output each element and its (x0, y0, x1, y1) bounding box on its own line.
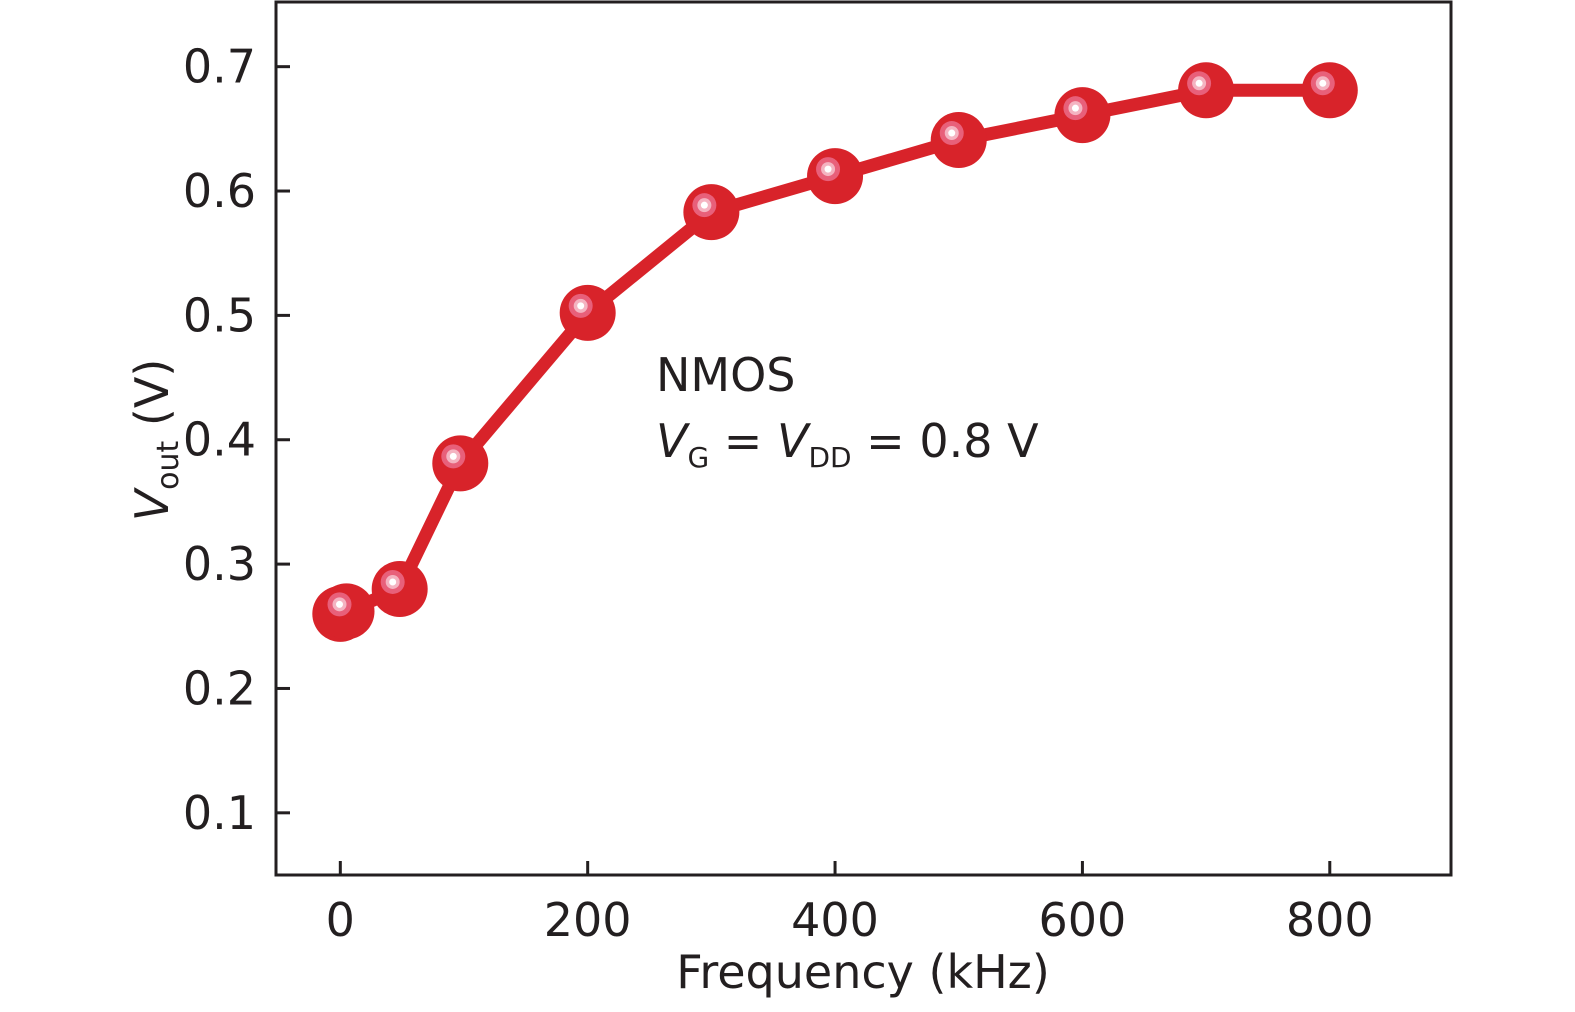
marker-highlight (1319, 79, 1327, 87)
x-tick-label: 400 (791, 893, 879, 947)
marker-highlight (700, 201, 708, 209)
data-point (930, 112, 987, 169)
data-point (807, 148, 864, 205)
y-tick-label: 0.3 (183, 537, 256, 591)
annotation-device: NMOS (656, 348, 796, 402)
data-series (312, 62, 1358, 642)
x-tick-label: 0 (326, 893, 355, 947)
y-axis-label: Vout (V) (125, 359, 186, 522)
y-tick-label: 0.2 (183, 661, 256, 715)
y-tick-label: 0.4 (183, 413, 256, 467)
marker-highlight (577, 302, 585, 310)
y-tick-label: 0.1 (183, 786, 256, 840)
marker-highlight (1071, 104, 1079, 112)
x-tick-label: 600 (1039, 893, 1127, 947)
data-point (683, 184, 740, 241)
x-tick-label: 800 (1286, 893, 1374, 947)
x-axis-label: Frequency (kHz) (676, 945, 1050, 999)
marker-highlight (1195, 79, 1203, 87)
x-tick-label: 200 (544, 893, 632, 947)
marker-highlight (336, 600, 343, 608)
data-point (1301, 62, 1358, 119)
marker-highlight (824, 165, 832, 173)
data-point (432, 435, 489, 492)
x-axis: 0 200 400 600 800 (326, 861, 1374, 947)
y-tick-label: 0.6 (183, 164, 256, 218)
y-tick-label: 0.7 (183, 40, 256, 94)
y-axis: 0.1 0.2 0.3 0.4 0.5 0.6 0.7 (183, 40, 290, 840)
marker-highlight (389, 578, 397, 586)
y-tick-label: 0.5 (183, 288, 256, 342)
marker-highlight (948, 129, 956, 137)
marker-highlight (449, 452, 457, 460)
data-point (318, 583, 375, 640)
annotation-condition: VG = VDD = 0.8 V (656, 414, 1039, 474)
data-point (371, 560, 428, 617)
data-point (1054, 87, 1111, 144)
data-point (559, 284, 616, 341)
data-point (1178, 62, 1235, 119)
